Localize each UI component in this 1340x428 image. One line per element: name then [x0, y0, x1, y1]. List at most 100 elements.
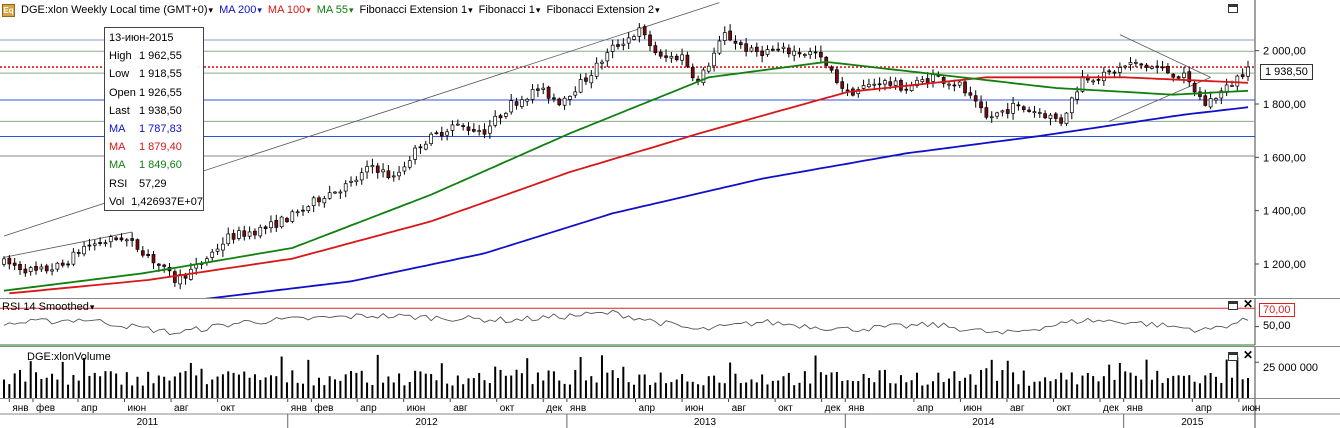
- volume-pane[interactable]: DGE:xlonVolume ✕ 25 000 000: [0, 346, 1340, 399]
- maximize-rsi-pane-icon[interactable]: [1228, 301, 1238, 310]
- candle-body: [562, 97, 567, 106]
- rsi-pane[interactable]: RSI 14 Smoothed ✕ 70,00 50,00: [0, 297, 1340, 346]
- candle-body: [242, 230, 247, 237]
- volume-bar: [659, 372, 662, 399]
- volume-bar: [1230, 377, 1233, 399]
- volume-bar: [83, 357, 86, 399]
- rsi-chart[interactable]: [0, 299, 1340, 346]
- candle-body: [1075, 91, 1080, 100]
- candle-body: [1219, 90, 1224, 99]
- time-axis[interactable]: янв фев апр июн авг окт янв фев апр июн авг окт дек я…: [0, 398, 1340, 428]
- indicator-ma-200[interactable]: MA 200: [219, 4, 262, 16]
- price-tick-label: 1 600,00: [1263, 152, 1306, 164]
- volume-bar: [547, 370, 550, 399]
- info-key: RSI: [109, 177, 128, 190]
- volume-bar: [1134, 375, 1137, 399]
- maximize-price-pane-icon[interactable]: [1228, 4, 1238, 13]
- price-chart-pane[interactable]: 2 000,00 1 800,00 1 600,00 1 400,00 1 200,00…: [0, 0, 1340, 301]
- volume-bar: [1193, 381, 1196, 399]
- month-label: янв: [12, 403, 28, 414]
- volume-bar: [526, 358, 529, 399]
- volume-bar: [686, 381, 689, 399]
- candle-body: [835, 69, 839, 83]
- volume-bar: [8, 384, 11, 399]
- volume-bar: [574, 369, 577, 399]
- candle-body: [327, 192, 332, 199]
- maximize-volume-pane-icon[interactable]: [1228, 352, 1238, 361]
- volume-bar: [312, 385, 315, 399]
- volume-bar: [56, 379, 59, 399]
- month-label: окт: [500, 403, 515, 414]
- candle-body: [285, 218, 289, 223]
- volume-bar: [1102, 376, 1105, 399]
- month-label: окт: [221, 403, 236, 414]
- candle-body: [989, 116, 994, 119]
- volume-bar: [1247, 378, 1249, 399]
- candle-body: [12, 262, 17, 266]
- volume-bar: [1161, 382, 1164, 399]
- candle-body: [1134, 62, 1138, 64]
- candle-body: [1166, 66, 1170, 74]
- candle-body: [984, 107, 989, 118]
- candle-body: [55, 262, 60, 270]
- info-value: 1,426937E+07: [131, 195, 203, 208]
- candle-body: [162, 264, 167, 267]
- month-label: апр: [360, 403, 377, 414]
- symbol-title[interactable]: DGE:xlon Weekly Local time (GMT+0): [21, 4, 213, 16]
- candle-body: [140, 250, 145, 256]
- volume-bar: [29, 361, 32, 399]
- candle-body: [525, 98, 530, 102]
- price-chart[interactable]: 2 000,00 1 800,00 1 600,00 1 400,00 1 200,00: [0, 0, 1340, 301]
- candle-body: [1000, 110, 1005, 113]
- volume-bar: [318, 377, 321, 399]
- indicator-ma-100[interactable]: MA 100: [268, 4, 311, 16]
- candle-body: [488, 125, 492, 134]
- volume-bar: [1225, 359, 1228, 399]
- volume-bar: [520, 373, 523, 399]
- candle-body: [82, 246, 86, 255]
- candle-body: [210, 251, 215, 258]
- indicator-ma-55[interactable]: MA 55: [317, 4, 354, 16]
- volume-bar: [729, 362, 732, 399]
- rsi-title[interactable]: RSI 14 Smoothed: [2, 301, 94, 313]
- candle-body: [108, 236, 113, 243]
- candle-body: [1096, 79, 1101, 81]
- candle-body: [365, 166, 369, 173]
- month-label: июн: [963, 403, 982, 414]
- info-value: 1 938,50: [139, 104, 182, 117]
- volume-chart[interactable]: [0, 347, 1340, 399]
- volume-bar: [488, 383, 491, 399]
- candle-body: [610, 44, 615, 52]
- volume-bar: [296, 382, 299, 399]
- volume-bar: [702, 385, 705, 399]
- candle-body: [359, 172, 364, 181]
- chart-menu-icon[interactable]: Eq: [2, 3, 15, 17]
- candle-body: [23, 268, 28, 274]
- indicator-fibonacci-1[interactable]: Fibonacci 1: [479, 4, 541, 16]
- volume-bar: [419, 371, 422, 399]
- indicator-fib-extension-2[interactable]: Fibonacci Extension 2: [546, 4, 659, 16]
- candle-body: [34, 265, 38, 271]
- rsi-mid-label: 50,00: [1263, 320, 1291, 332]
- close-rsi-pane-icon[interactable]: ✕: [1243, 297, 1254, 311]
- indicator-fib-extension-1[interactable]: Fibonacci Extension 1: [359, 4, 472, 16]
- volume-bar: [889, 383, 892, 399]
- volume-bar: [136, 376, 139, 399]
- candle-body: [664, 55, 668, 58]
- volume-bar: [600, 355, 603, 399]
- candle-body: [776, 48, 781, 51]
- volume-bar: [1033, 381, 1036, 399]
- volume-bar: [216, 376, 219, 399]
- candle-body: [1021, 106, 1026, 110]
- month-label: авг: [1010, 403, 1025, 414]
- volume-bar: [1156, 370, 1159, 399]
- volume-bar: [382, 382, 385, 399]
- close-volume-pane-icon[interactable]: ✕: [1243, 348, 1254, 362]
- candle-body: [156, 263, 161, 266]
- candle-body: [1016, 104, 1021, 107]
- candle-body: [172, 271, 177, 283]
- volume-bar: [579, 356, 582, 399]
- candle-body: [728, 30, 732, 41]
- candle-body: [413, 147, 417, 160]
- volume-bar: [718, 382, 721, 399]
